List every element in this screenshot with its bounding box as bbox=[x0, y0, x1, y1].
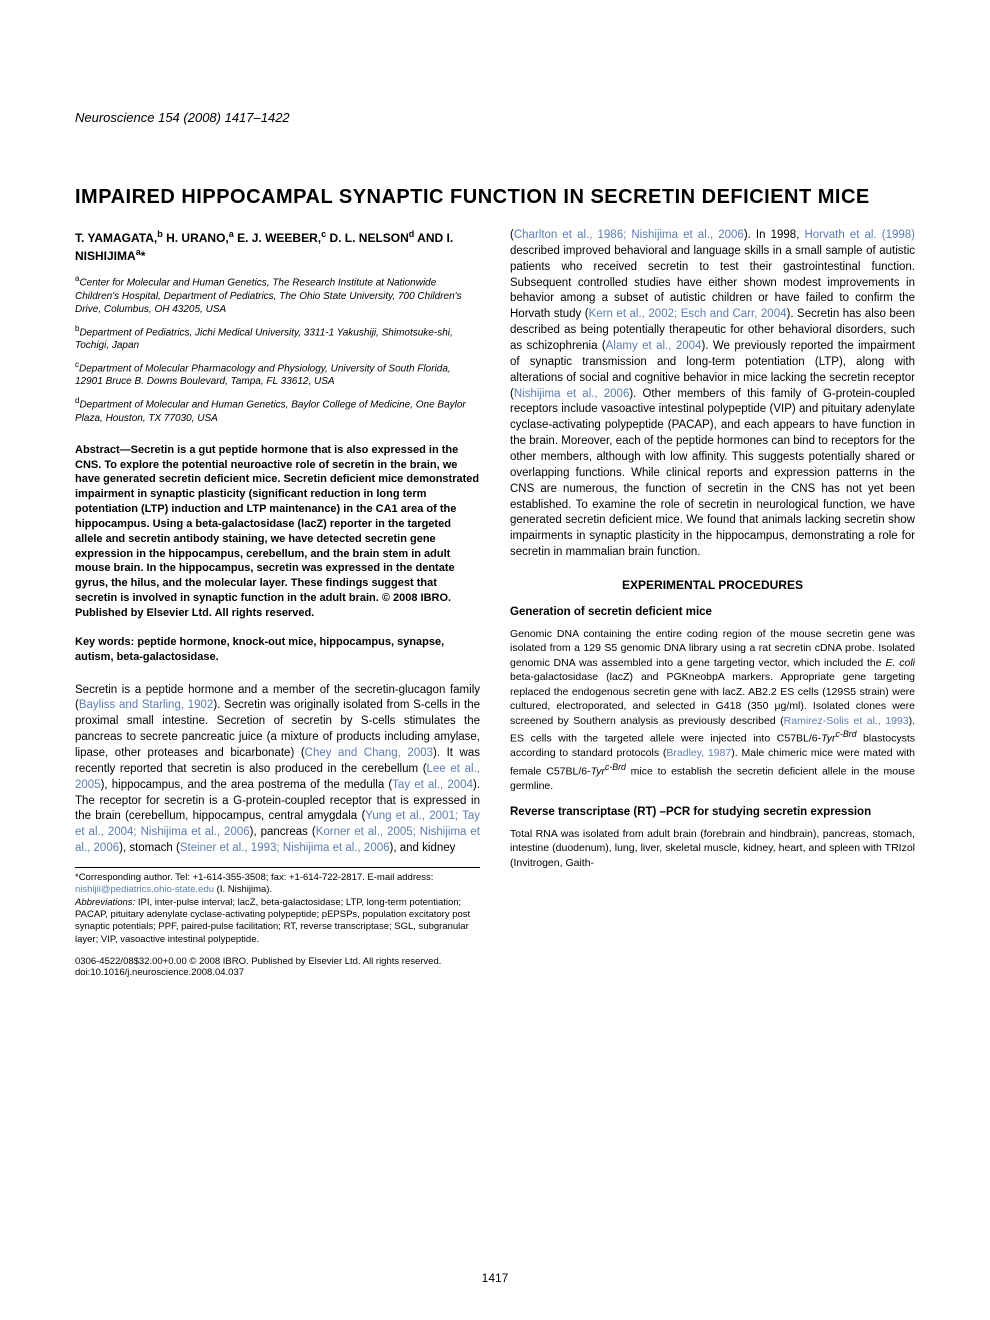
subsection-heading-generation: Generation of secretin deficient mice bbox=[510, 605, 915, 621]
two-column-body: T. YAMAGATA,b H. URANO,a E. J. WEEBER,c … bbox=[75, 228, 915, 946]
abbreviations-footnote: Abbreviations: IPI, inter-pulse interval… bbox=[75, 897, 480, 946]
subsection-heading-rtpcr: Reverse transcriptase (RT) –PCR for stud… bbox=[510, 805, 915, 821]
affil-text: Department of Molecular Pharmacology and… bbox=[75, 363, 451, 387]
keywords: Key words: peptide hormone, knock-out mi… bbox=[75, 635, 480, 665]
affiliation-a: aCenter for Molecular and Human Genetics… bbox=[75, 274, 480, 315]
article-title: IMPAIRED HIPPOCAMPAL SYNAPTIC FUNCTION I… bbox=[75, 185, 915, 210]
journal-header: Neuroscience 154 (2008) 1417–1422 bbox=[75, 110, 915, 125]
copyright-line: 0306-4522/08$32.00+0.00 © 2008 IBRO. Pub… bbox=[75, 956, 915, 978]
page-number: 1417 bbox=[0, 1271, 990, 1285]
authors-block: T. YAMAGATA,b H. URANO,a E. J. WEEBER,c … bbox=[75, 228, 480, 264]
rtpcr-paragraph: Total RNA was isolated from adult brain … bbox=[510, 827, 915, 870]
footnotes-block: *Corresponding author. Tel: +1-614-355-3… bbox=[75, 867, 480, 946]
generation-paragraph: Genomic DNA containing the entire coding… bbox=[510, 627, 915, 793]
copyright-text: 0306-4522/08$32.00+0.00 © 2008 IBRO. Pub… bbox=[75, 956, 441, 967]
section-heading-experimental: EXPERIMENTAL PROCEDURES bbox=[510, 577, 915, 593]
affiliation-d: dDepartment of Molecular and Human Genet… bbox=[75, 396, 480, 424]
abstract: Abstract—Secretin is a gut peptide hormo… bbox=[75, 443, 480, 621]
affil-text: Department of Pediatrics, Jichi Medical … bbox=[75, 327, 453, 351]
intro-continuation: (Charlton et al., 1986; Nishijima et al.… bbox=[510, 228, 915, 561]
affiliation-c: cDepartment of Molecular Pharmacology an… bbox=[75, 360, 480, 388]
affiliation-b: bDepartment of Pediatrics, Jichi Medical… bbox=[75, 324, 480, 352]
doi-text: doi:10.1016/j.neuroscience.2008.04.037 bbox=[75, 967, 244, 978]
affil-text: Center for Molecular and Human Genetics,… bbox=[75, 278, 462, 315]
affil-text: Department of Molecular and Human Geneti… bbox=[75, 400, 466, 424]
corresponding-author-footnote: *Corresponding author. Tel: +1-614-355-3… bbox=[75, 872, 480, 897]
intro-paragraph: Secretin is a peptide hormone and a memb… bbox=[75, 683, 480, 857]
